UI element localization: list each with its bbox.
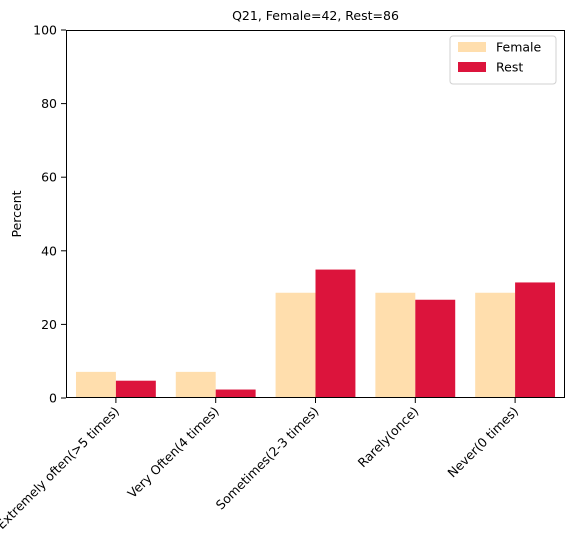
bar-female-1 <box>175 371 216 398</box>
legend-label-rest: Rest <box>496 60 523 75</box>
x-tick-label: Rarely(once) <box>355 404 422 471</box>
bar-female-0 <box>75 371 116 398</box>
x-tick-label: Very Often(4 times) <box>124 404 221 501</box>
y-tick-label: 80 <box>41 96 57 111</box>
x-tick-label: Never(0 times) <box>444 404 521 481</box>
plot-frame <box>66 30 565 398</box>
y-tick-label: 20 <box>41 317 57 332</box>
x-tick-label: Extremely often(>5 times) <box>0 404 122 532</box>
x-tick-label: Sometimes(2-3 times) <box>213 404 322 513</box>
chart-title: Q21, Female=42, Rest=86 <box>232 8 399 23</box>
bar-female-3 <box>375 292 416 398</box>
y-tick-label: 60 <box>41 170 57 185</box>
y-tick-label: 0 <box>49 391 57 406</box>
bar-rest-0 <box>115 380 156 398</box>
legend-swatch-rest <box>458 62 486 72</box>
bar-rest-4 <box>515 282 556 398</box>
bar-rest-3 <box>415 299 456 398</box>
legend-label-female: Female <box>496 40 542 55</box>
y-tick-label: 40 <box>41 243 57 258</box>
bar-female-4 <box>475 292 516 398</box>
legend: Female Rest <box>449 35 557 85</box>
bar-rest-1 <box>215 389 256 398</box>
bar-rest-2 <box>315 269 356 398</box>
y-tick-label: 100 <box>33 23 57 38</box>
legend-swatch-female <box>458 42 486 52</box>
bar-female-2 <box>275 292 316 398</box>
y-axis-label: Percent <box>9 190 24 237</box>
